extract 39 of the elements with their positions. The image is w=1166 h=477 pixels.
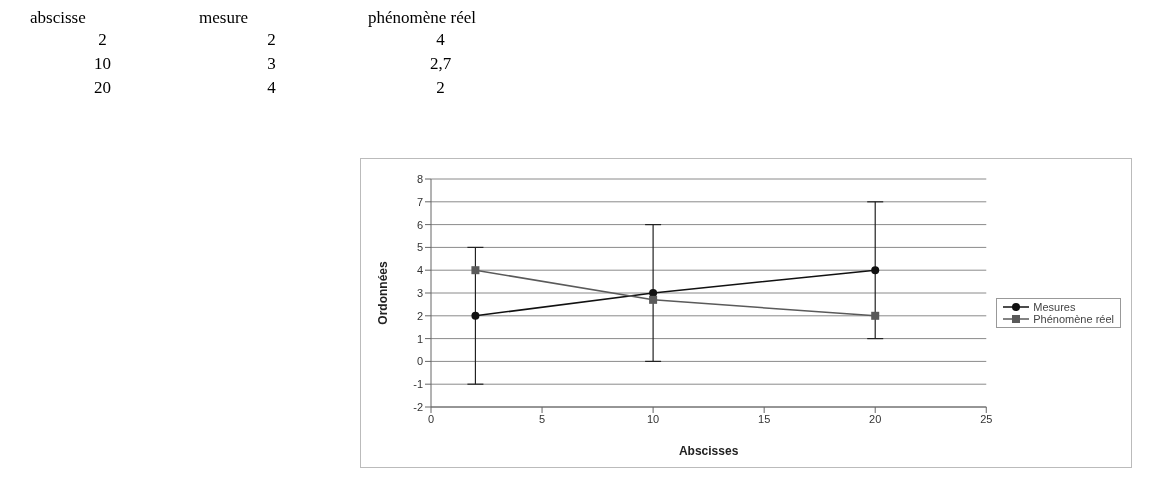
text: 10 <box>94 54 111 73</box>
legend-label: Phénomène réel <box>1033 313 1114 325</box>
y-tick-label: 5 <box>416 241 423 254</box>
text: 20 <box>94 78 111 97</box>
category-label: abscisse <box>29 8 87 28</box>
y-axis-title: Ordonnées <box>376 261 391 325</box>
point <box>471 311 480 320</box>
point <box>871 266 880 275</box>
category-label: phénomène réel <box>367 8 478 28</box>
y-tick-label: 0 <box>416 355 423 368</box>
x-axis-title: Abscisses <box>678 444 739 458</box>
y-tick-label: 2 <box>416 309 423 322</box>
point <box>871 311 880 320</box>
text: 4 <box>436 30 445 49</box>
text: 3 <box>267 54 276 73</box>
text: 2,7 <box>429 54 452 73</box>
y-tick-label: 6 <box>416 218 423 231</box>
y-tick-label: -2 <box>413 400 423 413</box>
point <box>471 266 480 275</box>
y-tick-label: 8 <box>416 172 423 185</box>
legend-label: Mesures <box>1033 301 1076 313</box>
text: 2 <box>436 78 445 97</box>
x-tick-label: 15 <box>758 412 771 425</box>
y-tick-label: 3 <box>416 286 423 299</box>
point <box>649 289 658 297</box>
y-tick-label: -1 <box>413 378 423 391</box>
x-tick-label: 5 <box>538 412 546 425</box>
text: 2 <box>267 30 276 49</box>
x-tick-label: 25 <box>980 412 993 425</box>
category-label: mesure <box>198 8 250 28</box>
y-tick-label: 7 <box>416 195 423 208</box>
x-tick-label: 10 <box>646 412 660 425</box>
text: 2 <box>98 30 107 49</box>
x-tick-label: 0 <box>427 412 435 425</box>
point <box>649 295 658 304</box>
y-tick-label: 1 <box>416 332 423 345</box>
x-tick-label: 20 <box>869 412 882 425</box>
y-tick-label: 4 <box>416 264 423 277</box>
text: 4 <box>267 78 276 97</box>
